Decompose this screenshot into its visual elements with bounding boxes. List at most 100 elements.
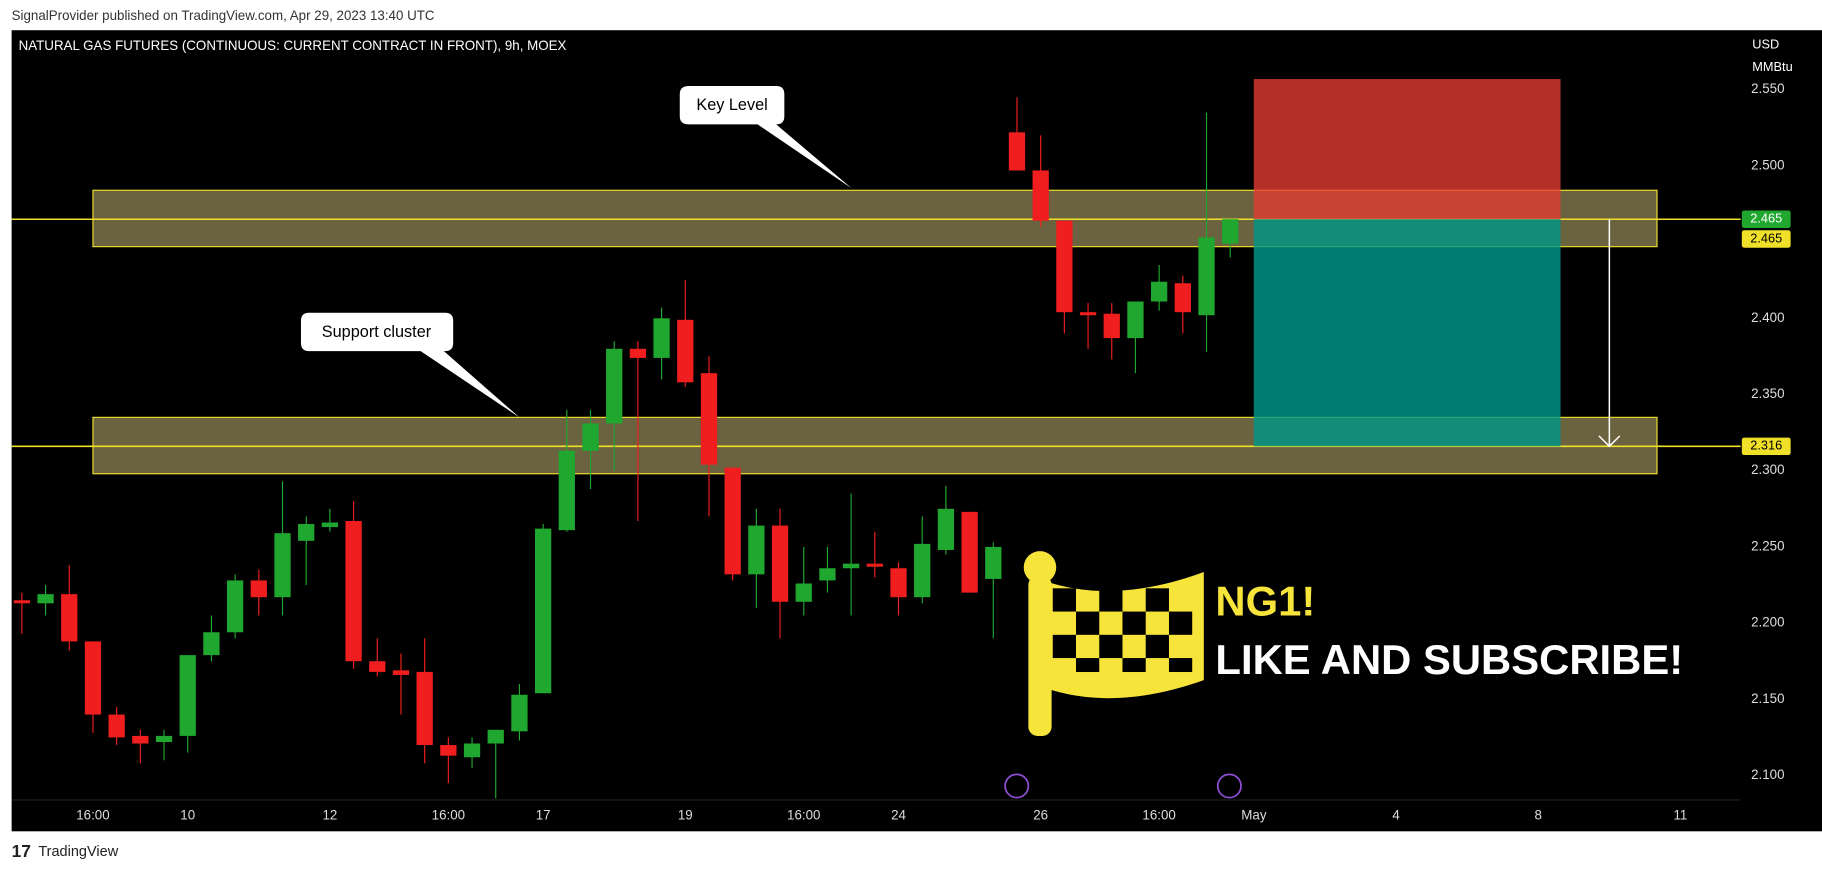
candle-body — [890, 568, 907, 598]
y-tick-label: 2.150 — [1751, 691, 1784, 706]
candle-body — [1056, 220, 1073, 313]
x-tick-label: 8 — [1535, 808, 1542, 823]
callout-text: Support cluster — [322, 323, 432, 341]
candles-layer — [13, 97, 1239, 799]
candle-body — [843, 563, 860, 569]
currency-label: USD — [1752, 37, 1779, 52]
y-tick-label: 2.250 — [1751, 538, 1784, 553]
candle-body — [771, 525, 789, 602]
candle-body — [653, 318, 670, 358]
chart-title: NATURAL GAS FUTURES (CONTINUOUS: CURRENT… — [19, 38, 567, 53]
y-tick-label: 2.100 — [1751, 767, 1784, 782]
arrow-head — [1598, 435, 1621, 448]
y-tick-label: 2.300 — [1751, 462, 1784, 477]
event-icon[interactable] — [1004, 773, 1030, 799]
candle-body — [724, 467, 741, 575]
zones-layer — [11, 79, 1741, 475]
candle-body — [1103, 313, 1120, 339]
stop-zone — [1253, 79, 1561, 220]
candle-body — [795, 583, 812, 602]
candle-body — [629, 348, 647, 358]
x-tick-label: 16:00 — [1142, 808, 1175, 823]
x-tick-label: 12 — [322, 808, 337, 823]
candle-body — [37, 594, 54, 604]
candle-body — [866, 563, 883, 567]
publisher-line: SignalProvider published on TradingView.… — [12, 8, 435, 23]
x-tick-label: 16:00 — [432, 808, 465, 823]
candle-body — [203, 632, 220, 656]
price-tag-label: 2.465 — [1750, 211, 1782, 226]
candle-body — [914, 543, 931, 598]
x-tick-label: 16:00 — [787, 808, 820, 823]
candle-body — [985, 546, 1002, 579]
target-zone — [1253, 219, 1561, 447]
candle-body — [487, 729, 504, 744]
footer-brand: TradingView — [38, 844, 118, 860]
candle-body — [274, 533, 291, 598]
price-tag-label: 2.316 — [1750, 438, 1782, 453]
x-tick-label: 26 — [1033, 808, 1048, 823]
x-tick-label: 11 — [1673, 808, 1687, 823]
price-tag — [1741, 437, 1791, 456]
promo-call: LIKE AND SUBSCRIBE! — [1215, 636, 1683, 683]
candle-body — [132, 735, 149, 744]
candle-body — [961, 511, 978, 593]
candle-body — [108, 714, 125, 738]
candle-body — [13, 600, 31, 604]
callout-text: Key Level — [696, 96, 767, 114]
candle-body — [155, 735, 173, 742]
candle-body — [748, 525, 765, 575]
tv-logo: 17 — [12, 841, 31, 861]
unit-label: MMBtu — [1752, 59, 1792, 74]
candle-body — [250, 580, 267, 598]
candle-body — [321, 522, 339, 528]
y-tick-label: 2.500 — [1751, 157, 1784, 172]
event-icon[interactable] — [1216, 773, 1242, 799]
candle-body — [1127, 301, 1144, 339]
promo-symbol: NG1! — [1215, 578, 1315, 625]
x-tick-label: 24 — [891, 808, 906, 823]
candle-body — [534, 528, 552, 694]
candle-body — [1008, 132, 1026, 171]
x-tick-label: 10 — [180, 808, 195, 823]
candle-body — [84, 641, 102, 715]
candle-body — [937, 508, 955, 550]
x-tick-label: May — [1241, 808, 1267, 823]
candle-body — [440, 745, 457, 756]
candle-body — [179, 655, 196, 736]
candle-body — [1079, 312, 1097, 316]
y-tick-label: 2.350 — [1751, 386, 1784, 401]
candle-body — [582, 423, 599, 451]
candle-body — [511, 694, 528, 732]
price-tag-label: 2.465 — [1750, 230, 1782, 245]
candle-body — [677, 319, 694, 383]
y-tick-label: 2.400 — [1751, 310, 1784, 325]
candle-body — [819, 568, 836, 581]
candle-body — [345, 520, 362, 662]
candle-body — [1198, 237, 1215, 316]
candle-body — [226, 580, 244, 633]
candle-body — [558, 450, 575, 531]
candle-body — [463, 743, 481, 758]
y-tick-label: 2.550 — [1751, 81, 1784, 96]
candle-body — [1174, 283, 1191, 313]
x-tick-label: 17 — [536, 808, 551, 823]
candle-body — [1032, 170, 1049, 221]
y-tick-label: 2.200 — [1751, 615, 1784, 630]
x-tick-label: 19 — [678, 808, 693, 823]
price-tag — [1741, 230, 1791, 248]
x-tick-label: 16:00 — [76, 808, 109, 823]
price-tag — [1741, 210, 1791, 228]
candle-body — [1222, 219, 1239, 244]
candle-body — [61, 594, 78, 642]
flag-icon — [1023, 551, 1204, 736]
x-tick-label: 4 — [1392, 808, 1400, 823]
candle-body — [369, 661, 386, 672]
candle-body — [1151, 281, 1168, 302]
candle-body — [700, 373, 718, 465]
callout-bubble — [679, 86, 852, 189]
callout-bubble — [300, 312, 520, 418]
candle-body — [416, 671, 433, 746]
candle-body — [606, 348, 623, 424]
